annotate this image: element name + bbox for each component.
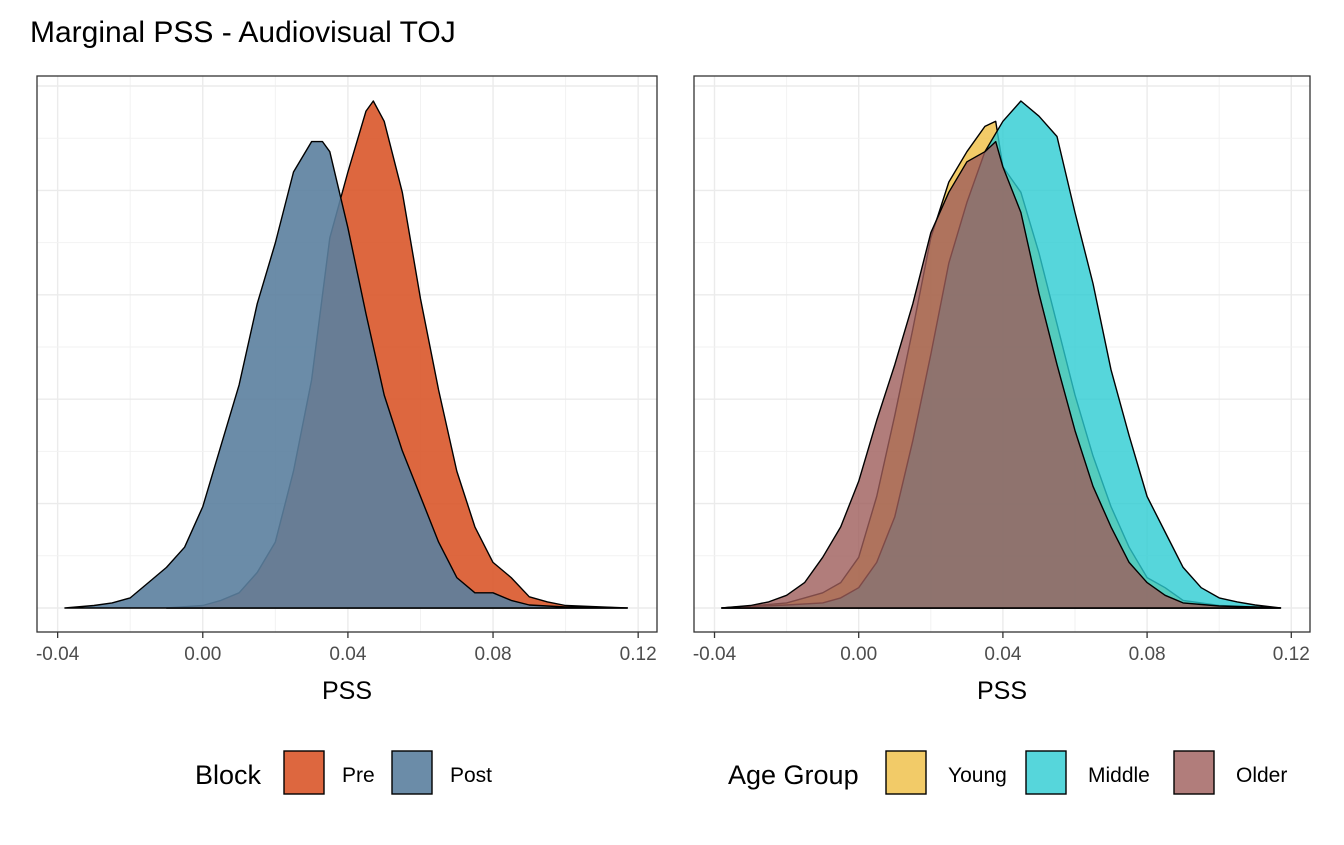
x-tick-label: 0.08 — [475, 644, 512, 665]
density-area-post — [64, 140, 628, 609]
panel-block: -0.04 0.00 0.04 0.08 0.12 PSS — [36, 75, 658, 705]
x-tick-label: 0.00 — [184, 644, 221, 665]
legend-label-older: Older — [1236, 764, 1287, 787]
x-axis-label: PSS — [977, 677, 1027, 705]
legend-age-group: Age Group Young Middle Older — [728, 750, 1287, 795]
legend-label-young: Young — [948, 764, 1007, 787]
x-tick-label: 0.12 — [1273, 644, 1310, 665]
chart-title: Marginal PSS - Audiovisual TOJ — [30, 16, 456, 49]
legend-title: Block — [195, 760, 262, 790]
x-tick-label: -0.04 — [36, 644, 80, 665]
x-tick-label: -0.04 — [693, 644, 737, 665]
x-tick-label: 0.00 — [840, 644, 877, 665]
density-area-older — [721, 140, 1282, 609]
legend-title: Age Group — [728, 760, 859, 790]
x-tick-label: 0.12 — [620, 644, 657, 665]
x-axis-label: PSS — [322, 677, 372, 705]
x-tick-label: 0.04 — [329, 644, 366, 665]
legend-label-pre: Pre — [342, 764, 375, 787]
panel-border — [693, 75, 1311, 633]
x-tick-label: 0.04 — [984, 644, 1021, 665]
panel-age-group: -0.04 0.00 0.04 0.08 0.12 PSS — [693, 75, 1311, 705]
x-tick-label: 0.08 — [1129, 644, 1166, 665]
legend-label-middle: Middle — [1088, 764, 1150, 787]
legend-key-older — [1173, 750, 1215, 795]
legend-label-post: Post — [450, 764, 492, 787]
legend-key-middle — [1025, 750, 1067, 795]
legend-key-pre — [283, 750, 325, 795]
legend-key-young — [885, 750, 927, 795]
legend-block: Block Pre Post — [195, 750, 492, 795]
legend-key-post — [391, 750, 433, 795]
panel-border — [36, 75, 658, 633]
